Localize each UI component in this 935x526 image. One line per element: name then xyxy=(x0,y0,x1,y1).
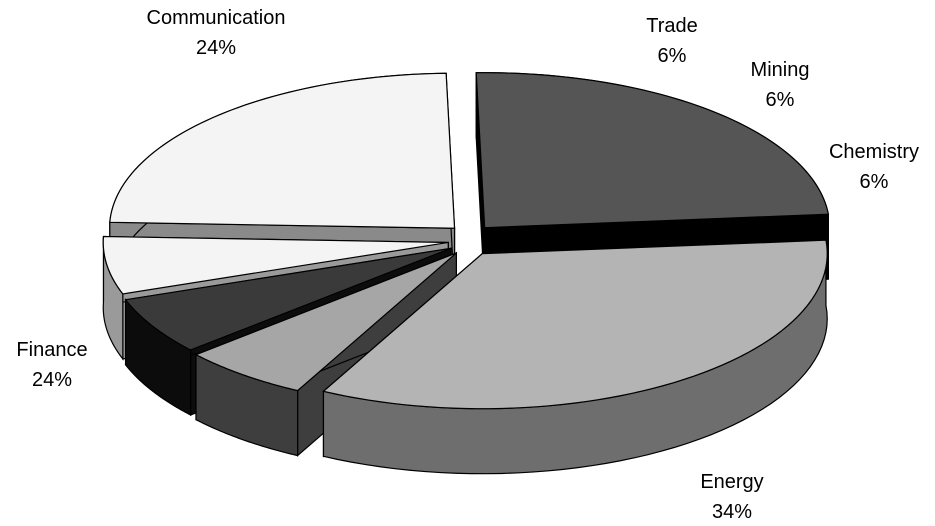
slice-label-finance: Finance xyxy=(16,339,87,361)
slice-chemistry xyxy=(194,252,457,392)
slice-label-mining: Mining xyxy=(751,59,810,81)
slice-communication xyxy=(109,72,456,229)
slice-mining xyxy=(124,247,452,351)
slice-trade xyxy=(102,235,449,295)
slice-percent-mining: 6% xyxy=(766,89,795,111)
slice-finance xyxy=(475,72,830,229)
slice-label-chemistry: Chemistry xyxy=(829,141,919,163)
slice-label-trade: Trade xyxy=(646,15,698,37)
slice-energy xyxy=(322,239,828,410)
slice-percent-energy: 34% xyxy=(712,501,752,523)
slice-percent-chemistry: 6% xyxy=(860,171,889,193)
slice-label-energy: Energy xyxy=(700,471,763,493)
slice-label-communication: Communication xyxy=(147,7,286,29)
slice-percent-finance: 24% xyxy=(32,369,72,391)
slice-percent-trade: 6% xyxy=(658,45,687,67)
slice-percent-communication: 24% xyxy=(196,37,236,59)
